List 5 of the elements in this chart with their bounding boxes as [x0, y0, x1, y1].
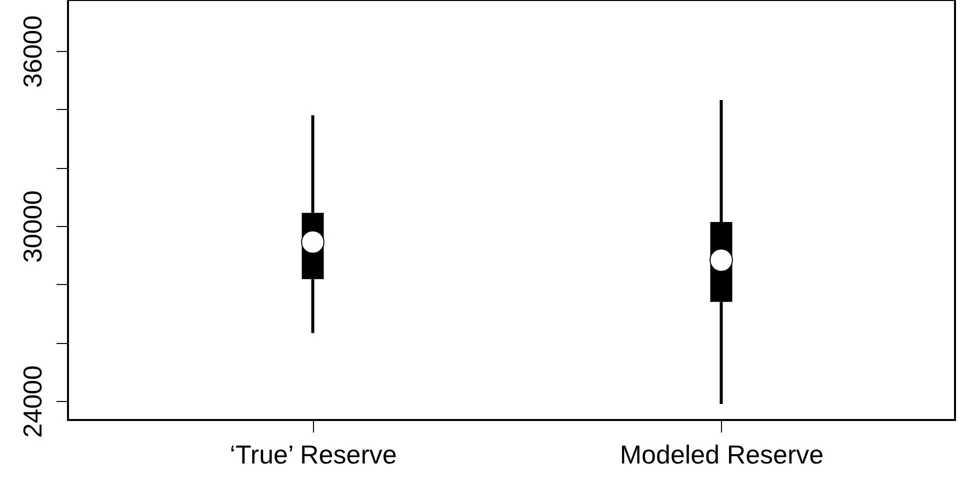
y-tick-label: 24000 [18, 365, 48, 438]
y-tick-label: 30000 [18, 190, 48, 263]
x-tick-label: ‘True’ Reserve [230, 440, 397, 470]
x-tick-label: Modeled Reserve [620, 440, 824, 470]
y-tick-label: 36000 [18, 15, 48, 88]
